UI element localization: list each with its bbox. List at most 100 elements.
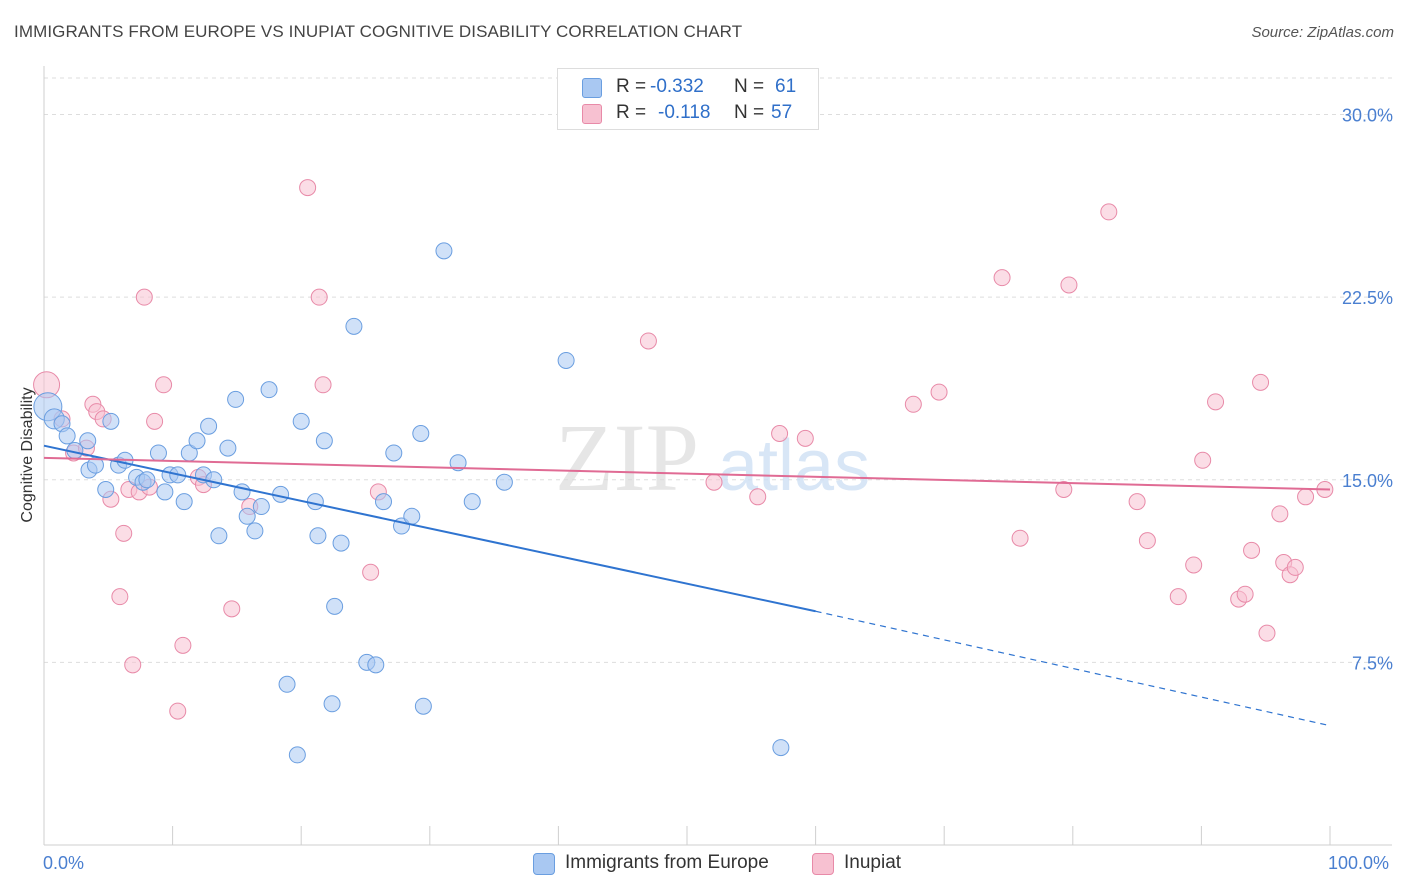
europe-point (278, 675, 296, 693)
series-swatch-europe (533, 853, 555, 875)
europe-point (58, 427, 76, 445)
inupiat-point (169, 702, 187, 720)
europe-point (188, 432, 206, 450)
y-tick-label: 30.0% (1342, 106, 1393, 126)
inupiat-point (1252, 373, 1270, 391)
inupiat-point (135, 288, 153, 306)
inupiat-point (155, 376, 173, 394)
inupiat-point (223, 600, 241, 618)
series-label-europe: Immigrants from Europe (565, 852, 769, 873)
europe-trend-extension (815, 610, 1331, 727)
legend-n-label: N = (734, 76, 765, 97)
legend-n-label: N = (734, 102, 765, 123)
watermark-zip: ZIP (555, 404, 699, 511)
inupiat-trend-line (43, 456, 1331, 491)
y-tick-label: 15.0% (1342, 471, 1393, 491)
correlation-legend: R = -0.332 N = 61 R = -0.118 N = 57 (557, 68, 819, 130)
inupiat-point (1055, 481, 1073, 499)
inupiat-point (314, 376, 332, 394)
inupiat-point (1207, 393, 1225, 411)
europe-point (138, 471, 156, 489)
y-tick-label: 22.5% (1342, 288, 1393, 308)
europe-point (200, 417, 218, 435)
inupiat-point (299, 179, 317, 197)
inupiat-point (310, 288, 328, 306)
europe-point (414, 697, 432, 715)
europe-point (309, 527, 327, 545)
inupiat-point (705, 473, 723, 491)
europe-point (292, 412, 310, 430)
inupiat-point (1100, 203, 1118, 221)
europe-point (463, 493, 481, 511)
inupiat-point (1185, 556, 1203, 574)
chart-title: IMMIGRANTS FROM EUROPE VS INUPIAT COGNIT… (14, 22, 743, 41)
inupiat-point (639, 332, 657, 350)
y-axis-label: Cognitive Disability (19, 387, 36, 523)
inupiat-point (1128, 493, 1146, 511)
inupiat-point (1169, 588, 1187, 606)
legend-r-value-europe: -0.332 (650, 76, 704, 97)
europe-point (260, 381, 278, 399)
europe-point (449, 454, 467, 472)
series-swatch-inupiat (812, 853, 834, 875)
europe-point (156, 483, 174, 501)
source-credit: Source: ZipAtlas.com (1251, 24, 1394, 41)
europe-point (315, 432, 333, 450)
inupiat-point (111, 588, 129, 606)
europe-point (205, 471, 223, 489)
watermark-atlas: atlas (718, 426, 870, 506)
europe-point (97, 481, 115, 499)
europe-point (323, 695, 341, 713)
inupiat-point (174, 636, 192, 654)
inupiat-point (1194, 451, 1212, 469)
inupiat-point (1236, 585, 1254, 603)
europe-point (102, 412, 120, 430)
europe-point (288, 746, 306, 764)
europe-point (79, 432, 97, 450)
inupiat-point (993, 269, 1011, 287)
europe-point (332, 534, 350, 552)
legend-r-label: R = (616, 76, 647, 97)
legend-r-value-inupiat: -0.118 (658, 102, 711, 123)
inupiat-point (930, 383, 948, 401)
legend-r-label: R = (616, 102, 647, 123)
y-tick-label: 7.5% (1352, 653, 1393, 673)
inupiat-point (749, 488, 767, 506)
europe-trend-line (43, 444, 816, 613)
europe-point (219, 439, 237, 457)
europe-point (345, 317, 363, 335)
europe-point (412, 424, 430, 442)
europe-point (375, 493, 393, 511)
inupiat-point (115, 524, 133, 542)
inupiat-point (771, 424, 789, 442)
legend-swatch-europe (582, 78, 602, 98)
inupiat-point (362, 563, 380, 581)
inupiat-point (1243, 541, 1261, 559)
europe-point (367, 656, 385, 674)
europe-point (227, 390, 245, 408)
series-label-inupiat: Inupiat (844, 852, 902, 873)
europe-point (403, 507, 421, 525)
europe-point (149, 444, 167, 462)
europe-point (238, 507, 256, 525)
inupiat-point (1011, 529, 1029, 547)
legend-n-value-inupiat: 57 (771, 102, 793, 123)
europe-point (557, 351, 575, 369)
europe-point (435, 242, 453, 260)
x-tick-label-max: 100.0% (1328, 853, 1390, 873)
europe-point (772, 739, 790, 757)
europe-point (175, 493, 193, 511)
inupiat-point (124, 656, 142, 674)
inupiat-point (1297, 488, 1315, 506)
europe-point (326, 597, 344, 615)
europe-point (246, 522, 264, 540)
europe-point (495, 473, 513, 491)
inupiat-point (1258, 624, 1276, 642)
x-tick-label-min: 0.0% (43, 853, 85, 873)
inupiat-point (146, 412, 164, 430)
inupiat-point (796, 429, 814, 447)
europe-point (252, 498, 270, 516)
europe-point (210, 527, 228, 545)
inupiat-point (1060, 276, 1078, 294)
